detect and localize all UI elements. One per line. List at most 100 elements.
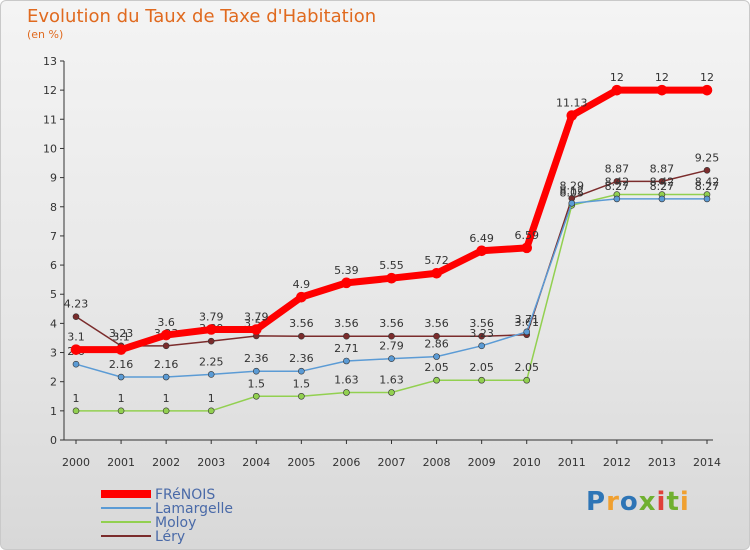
data-label: 5.72 bbox=[424, 254, 449, 267]
data-label: 6.49 bbox=[469, 232, 494, 245]
data-point bbox=[207, 371, 215, 378]
legend-label: Léry bbox=[155, 529, 185, 545]
data-label: 8.42 bbox=[650, 176, 675, 189]
x-tick-label: 2013 bbox=[648, 456, 676, 469]
y-tick-label: 11 bbox=[43, 113, 57, 126]
data-label: 12 bbox=[700, 71, 714, 84]
data-label: 2.16 bbox=[109, 358, 134, 371]
data-point bbox=[343, 357, 350, 365]
data-label: 2.71 bbox=[334, 342, 359, 355]
data-point bbox=[117, 373, 125, 381]
data-label: 2.79 bbox=[379, 340, 404, 353]
data-point bbox=[298, 367, 305, 375]
data-point bbox=[478, 332, 485, 340]
data-label: 2.25 bbox=[199, 355, 224, 368]
logo-letter: P bbox=[586, 487, 607, 517]
data-point bbox=[566, 110, 578, 121]
data-point bbox=[388, 389, 395, 396]
logo-letter: r bbox=[606, 487, 620, 517]
data-label: 4.9 bbox=[293, 278, 311, 291]
data-point bbox=[162, 407, 170, 415]
data-point bbox=[250, 324, 262, 335]
data-label: 3.23 bbox=[469, 327, 494, 340]
data-point bbox=[207, 337, 215, 345]
data-label: 6.59 bbox=[514, 229, 539, 242]
data-label: 3.56 bbox=[424, 317, 449, 330]
data-point bbox=[613, 195, 621, 203]
data-point bbox=[70, 344, 82, 355]
x-tick-label: 2004 bbox=[242, 456, 270, 469]
series-line-0 bbox=[72, 86, 711, 354]
data-point bbox=[72, 313, 80, 320]
y-tick-label: 12 bbox=[43, 84, 57, 97]
data-label: 2.05 bbox=[469, 361, 494, 374]
y-tick-label: 13 bbox=[43, 55, 57, 68]
data-point bbox=[160, 329, 172, 341]
logo-letter: x bbox=[638, 487, 657, 517]
data-point bbox=[523, 376, 531, 384]
data-label: 8.12 bbox=[560, 184, 585, 197]
y-tick-label: 3 bbox=[50, 347, 57, 360]
data-point bbox=[521, 242, 533, 254]
y-tick-label: 5 bbox=[50, 288, 57, 301]
data-label: 3.56 bbox=[334, 317, 359, 330]
x-tick-label: 2011 bbox=[558, 456, 586, 469]
data-label: 8.27 bbox=[695, 180, 720, 193]
data-label: 1 bbox=[208, 392, 215, 405]
x-tick-label: 2001 bbox=[107, 456, 135, 469]
data-point bbox=[658, 178, 666, 185]
data-label: 3.1 bbox=[67, 331, 85, 344]
data-label: 12 bbox=[655, 71, 669, 84]
proxiti-logo: Proxiti bbox=[586, 487, 690, 517]
data-point bbox=[298, 332, 305, 340]
data-label: 2.05 bbox=[514, 361, 539, 374]
data-label: 8.87 bbox=[650, 162, 675, 175]
x-tick-label: 2006 bbox=[332, 456, 360, 469]
data-label: 1.5 bbox=[248, 377, 266, 390]
data-label: 5.55 bbox=[379, 259, 404, 272]
data-point bbox=[117, 407, 125, 415]
y-tick-label: 1 bbox=[50, 405, 57, 418]
data-point bbox=[388, 332, 395, 340]
data-point bbox=[162, 373, 170, 381]
logo-letter: o bbox=[619, 487, 639, 517]
data-label: 8.27 bbox=[605, 180, 630, 193]
data-point bbox=[72, 407, 80, 415]
y-tick-label: 8 bbox=[50, 201, 57, 214]
y-tick-label: 4 bbox=[50, 317, 57, 330]
data-point bbox=[433, 353, 440, 360]
data-label: 1.63 bbox=[334, 373, 359, 386]
data-point bbox=[296, 291, 307, 303]
legend-label: Lamargelle bbox=[155, 501, 233, 517]
y-tick-label: 7 bbox=[50, 230, 57, 243]
data-point bbox=[431, 267, 442, 279]
data-label: 12 bbox=[610, 71, 624, 84]
data-label: 3.56 bbox=[469, 317, 494, 330]
data-point bbox=[115, 344, 127, 355]
data-point bbox=[656, 84, 668, 96]
data-label: 3.23 bbox=[109, 327, 134, 340]
data-label: 3.6 bbox=[157, 316, 175, 329]
data-point bbox=[476, 245, 487, 257]
y-tick-label: 6 bbox=[50, 259, 57, 272]
y-tick-label: 10 bbox=[43, 142, 57, 155]
data-point bbox=[252, 367, 260, 375]
logo-letter: t bbox=[666, 487, 680, 517]
x-tick-label: 2014 bbox=[693, 456, 721, 469]
data-label: 4.23 bbox=[64, 298, 89, 311]
data-label: 1.63 bbox=[379, 373, 404, 386]
data-point bbox=[478, 376, 485, 384]
data-label: 3.1 bbox=[112, 331, 130, 344]
data-label: 3.56 bbox=[379, 317, 404, 330]
data-label: 8.29 bbox=[560, 179, 585, 192]
data-label: 11.13 bbox=[556, 97, 588, 110]
x-tick-label: 2003 bbox=[197, 456, 225, 469]
data-point bbox=[162, 342, 170, 350]
data-point bbox=[613, 178, 621, 185]
data-point bbox=[433, 376, 440, 384]
legend-label: FRéNOIS bbox=[155, 487, 215, 503]
x-tick-label: 2012 bbox=[603, 456, 631, 469]
data-label: 3.56 bbox=[289, 317, 314, 330]
data-label: 2.36 bbox=[244, 352, 269, 365]
